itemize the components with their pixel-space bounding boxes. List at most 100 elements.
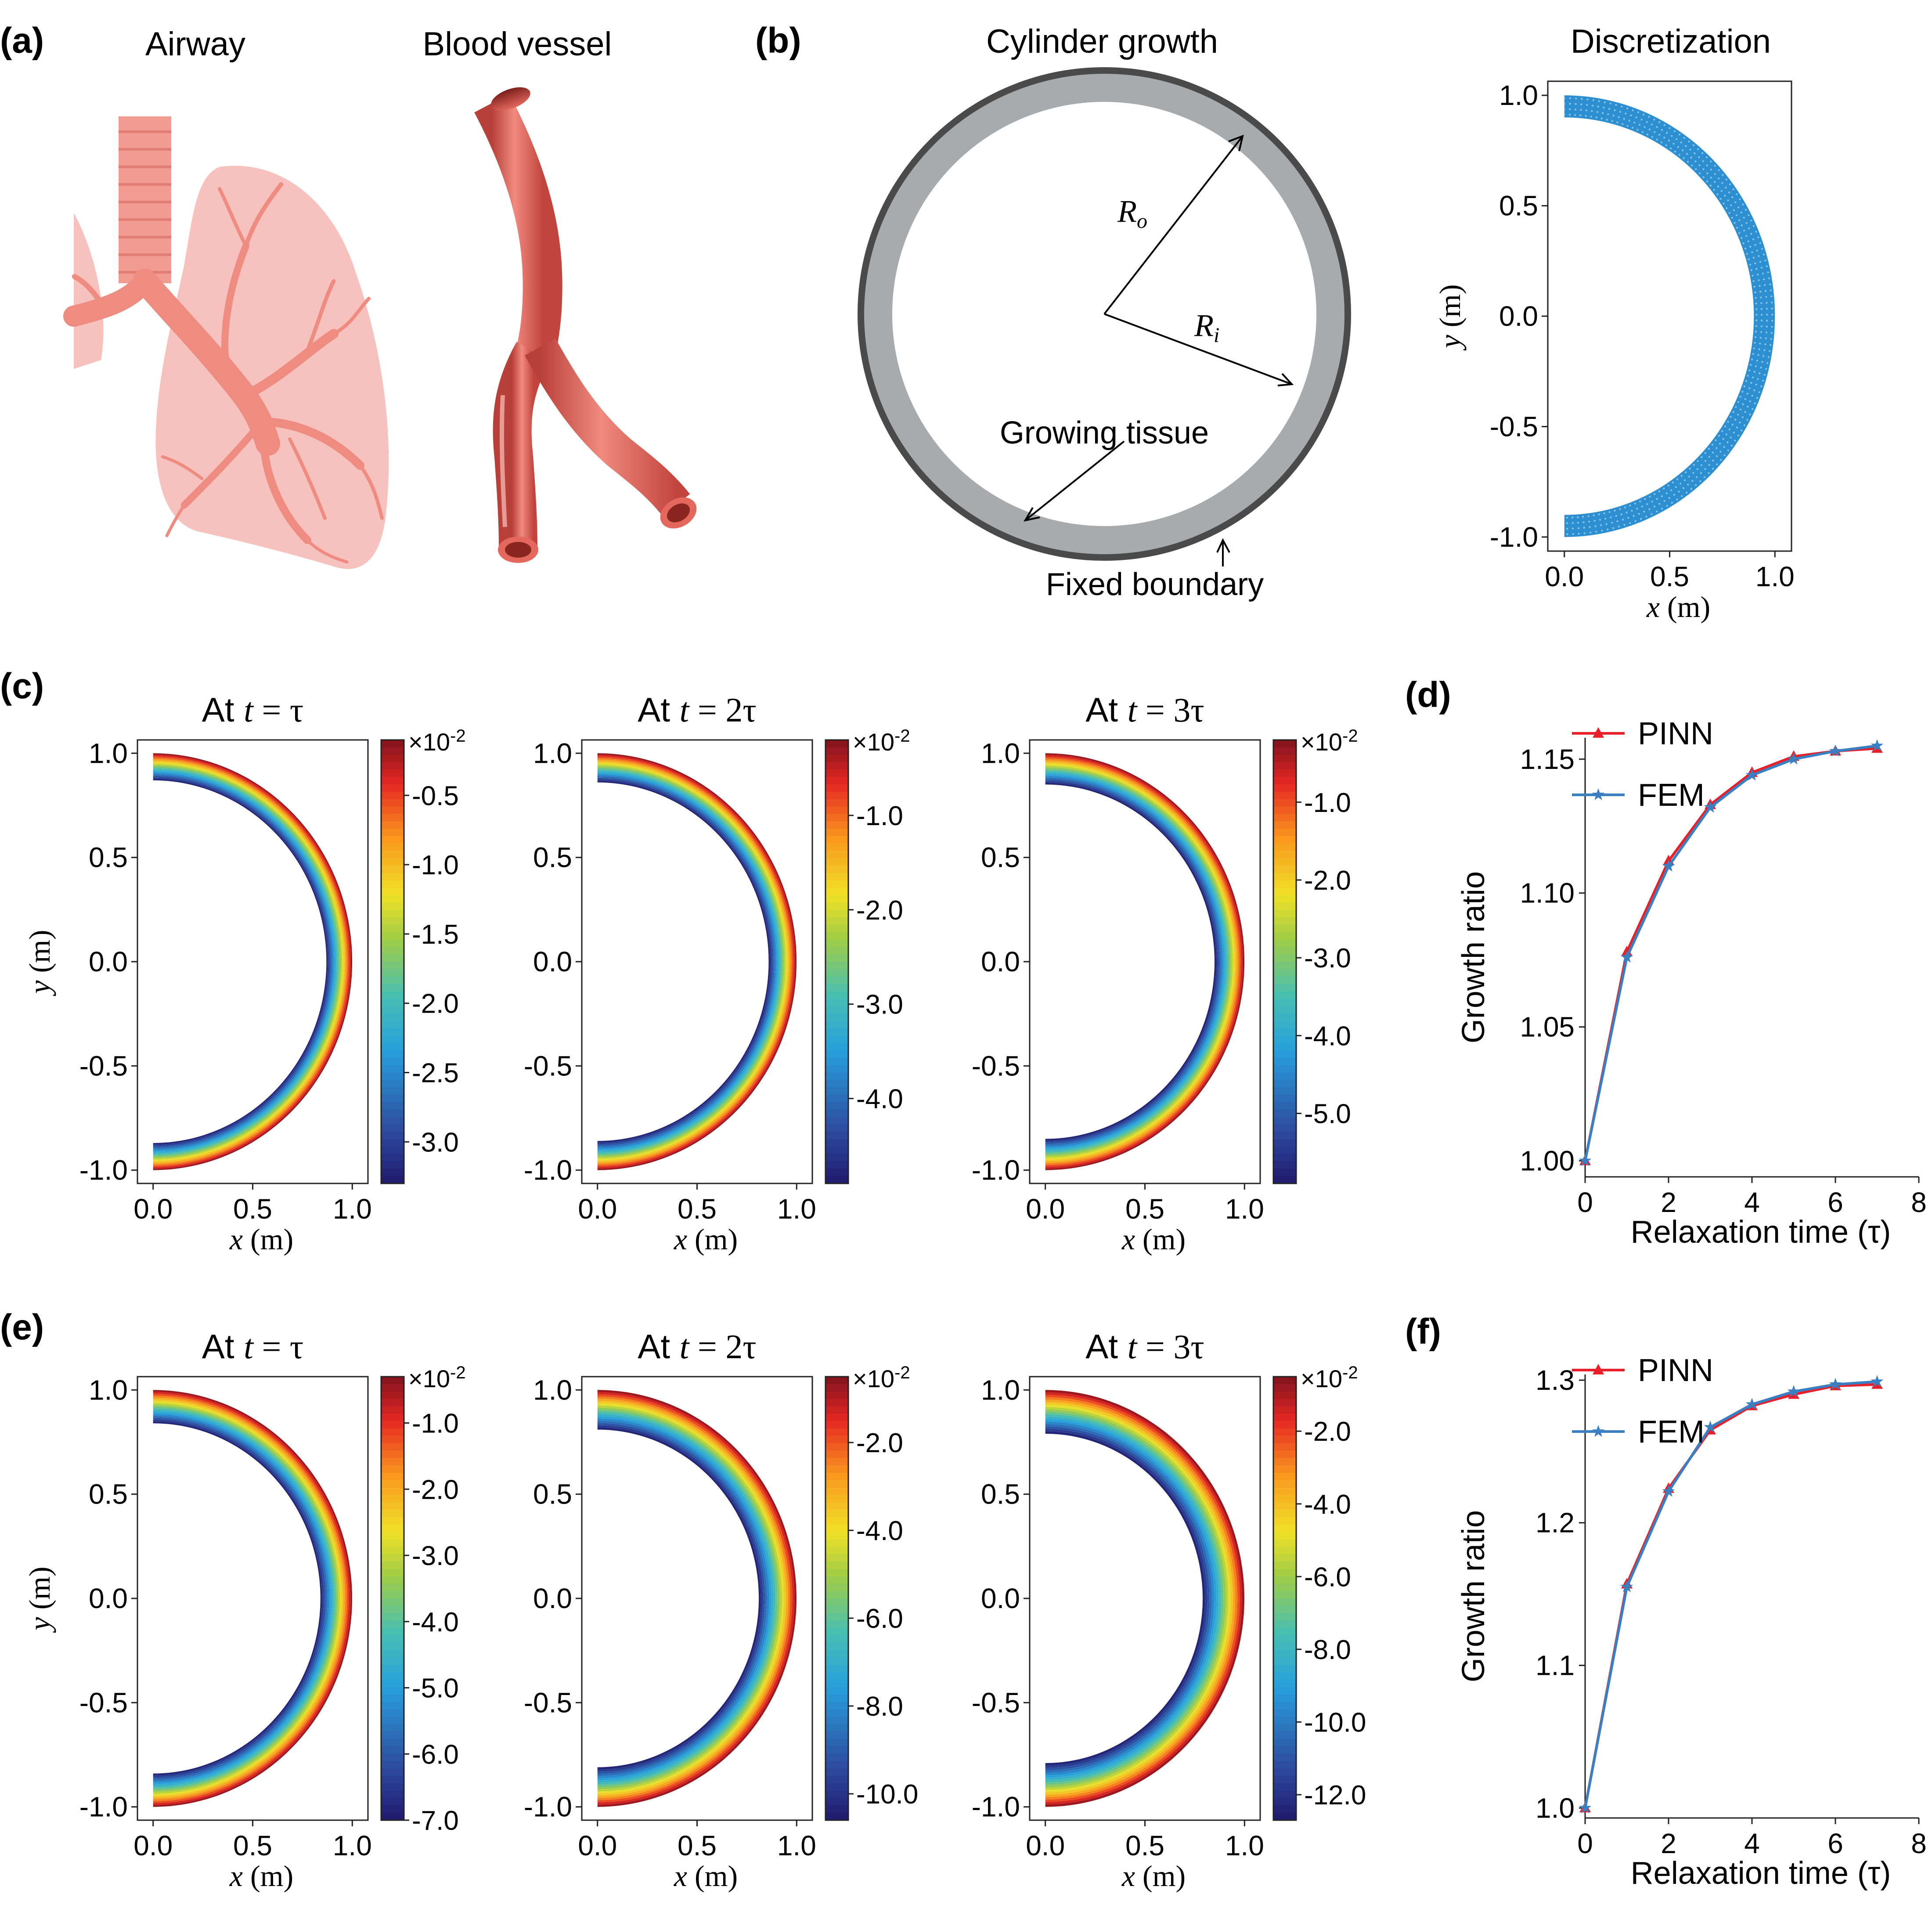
mesh-node [1634, 520, 1636, 522]
colorbar-segment [825, 969, 848, 977]
colorbar-segment [1273, 1502, 1296, 1510]
colorbar-segment [1273, 873, 1296, 881]
colorbar-segment [1273, 954, 1296, 962]
colorbar-segment [825, 1161, 848, 1169]
mesh-node [1593, 514, 1595, 516]
colorbar-segment [825, 1502, 848, 1510]
colorbar-segment [381, 1480, 404, 1488]
colorbar-segment [1273, 1510, 1296, 1518]
colorbar-segment [1273, 843, 1296, 851]
mesh-node [1685, 491, 1688, 494]
mesh-node [1743, 230, 1745, 232]
colorbar-segment [825, 1657, 848, 1666]
heatmap-band [597, 765, 786, 1159]
colorbar-segment [381, 1095, 404, 1103]
colorbar-segment [825, 858, 848, 866]
colorbar-segment [381, 806, 404, 815]
colorbar-segment [1273, 880, 1296, 888]
colorbar-segment [381, 1035, 404, 1044]
colorbar-segment [825, 1146, 848, 1154]
colorbar-segment [1273, 1547, 1296, 1555]
mesh-node [1769, 283, 1771, 285]
y-tick-label: 1.0 [981, 1374, 1020, 1406]
data-point-fem [1662, 859, 1675, 872]
colorbar-segment [381, 1117, 404, 1125]
mesh-node [1724, 426, 1727, 428]
colorbar-segment [381, 947, 404, 955]
colorbar-segment [825, 1154, 848, 1162]
panel-letter-d: (d) [1405, 675, 1451, 715]
colorbar-segment [825, 843, 848, 851]
colorbar-segment [825, 1547, 848, 1555]
scale-base: ×10 [408, 1365, 450, 1392]
colorbar-segment [825, 1776, 848, 1784]
mesh-node [1746, 393, 1748, 395]
colorbar-segment [1273, 1458, 1296, 1466]
y-tick-label: -0.5 [79, 1050, 128, 1082]
mesh-node [1598, 100, 1600, 102]
scale-exponent: -2 [894, 1363, 910, 1382]
colorbar-segment [1273, 1694, 1296, 1702]
mesh-node [1755, 302, 1757, 305]
mesh-node [1750, 269, 1752, 271]
x-tick-label: 6 [1827, 1828, 1843, 1859]
heatmap-band [1045, 772, 1226, 1151]
colorbar-segment [381, 1391, 404, 1399]
y-tick-label: -1.0 [524, 1791, 572, 1823]
colorbar-segment [381, 1628, 404, 1636]
mesh-node [1755, 383, 1757, 386]
mesh-node [1651, 501, 1653, 503]
colorbar-segment [1273, 1776, 1296, 1784]
mesh-node [1608, 108, 1611, 110]
mesh-node [1753, 371, 1755, 373]
panel-letter-e: (e) [0, 1307, 44, 1347]
mesh-node [1566, 516, 1568, 519]
mesh-node [1743, 385, 1746, 388]
y-tick-label: -1.0 [972, 1791, 1020, 1823]
mesh-node [1748, 214, 1750, 216]
colorbar-segment [825, 806, 848, 815]
colorbar-segment [825, 1680, 848, 1688]
y-tick-label: -0.5 [524, 1687, 572, 1718]
x-axis-label-unit: (m) [1135, 1859, 1186, 1893]
colorbar-tick-label: -10.0 [1304, 1707, 1366, 1738]
colorbar-tick-label: -2.5 [412, 1058, 459, 1089]
mesh-node [1740, 429, 1743, 432]
colorbar-segment [381, 1435, 404, 1444]
mesh-node [1719, 451, 1722, 453]
colorbar-segment [381, 1547, 404, 1555]
x-tick-label: 1.0 [333, 1193, 372, 1225]
colorbar-segment [825, 1628, 848, 1636]
mesh-node [1752, 225, 1755, 227]
mesh-node [1738, 219, 1741, 221]
colorbar-segment [825, 1598, 848, 1606]
colorbar-segment [1273, 747, 1296, 755]
mesh-node [1747, 240, 1750, 242]
plot-title-var: t [1128, 691, 1138, 729]
x-tick-label: 0.5 [233, 1193, 272, 1225]
colorbar-segment [1273, 1709, 1296, 1717]
colorbar-segment [1273, 1650, 1296, 1658]
mesh-node [1621, 123, 1624, 125]
heatmap-band [1045, 762, 1236, 1161]
colorbar-tick-label: -5.0 [1304, 1099, 1351, 1129]
mesh-node [1765, 331, 1768, 334]
colorbar-segment [825, 1399, 848, 1407]
mesh-node [1582, 521, 1585, 523]
mesh-node [1771, 307, 1773, 310]
mesh-node [1691, 480, 1694, 482]
mesh-node [1698, 164, 1701, 166]
plot-title: At t = 2τ [638, 690, 756, 729]
colorbar-segment [381, 1576, 404, 1584]
data-point-fem [1829, 1378, 1842, 1390]
mesh-node [1688, 141, 1690, 143]
mesh-node [1626, 125, 1629, 127]
mesh-node [1712, 459, 1714, 462]
colorbar-segment [1273, 1598, 1296, 1606]
colorbar-segment [1273, 984, 1296, 992]
colorbar-segment [825, 1421, 848, 1429]
colorbar-segment [381, 962, 404, 970]
mesh-node [1661, 495, 1663, 498]
mesh-node [1764, 259, 1766, 262]
mesh-node [1594, 525, 1597, 527]
